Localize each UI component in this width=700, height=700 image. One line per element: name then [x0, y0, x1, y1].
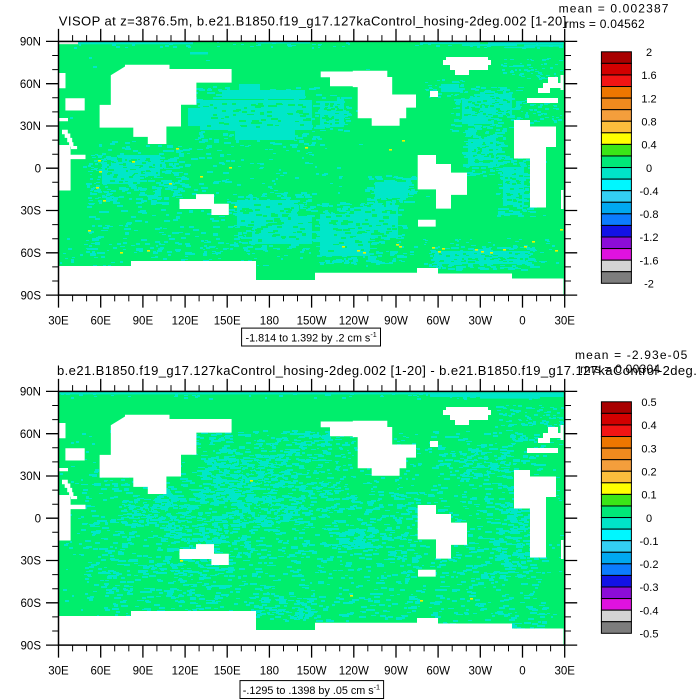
- svg-text:150W: 150W: [297, 315, 327, 327]
- svg-text:90S: 90S: [21, 640, 42, 652]
- svg-text:90S: 90S: [21, 290, 42, 302]
- svg-text:90N: 90N: [20, 37, 41, 49]
- svg-text:60E: 60E: [90, 665, 111, 677]
- svg-text:0: 0: [35, 163, 41, 175]
- svg-text:30E: 30E: [48, 665, 69, 677]
- svg-text:60W: 60W: [426, 315, 450, 327]
- svg-text:-1.814 to 1.392 by .2 cm s-1: -1.814 to 1.392 by .2 cm s-1: [246, 330, 377, 345]
- svg-text:-2: -2: [644, 279, 654, 291]
- svg-text:-0.4: -0.4: [640, 605, 659, 617]
- svg-text:0.3: 0.3: [641, 443, 656, 455]
- svg-text:30W: 30W: [468, 315, 492, 327]
- svg-text:1.2: 1.2: [641, 93, 656, 105]
- svg-text:60N: 60N: [20, 79, 41, 91]
- svg-text:-0.5: -0.5: [640, 629, 659, 641]
- svg-text:mean = -2.93e-05: mean = -2.93e-05: [575, 348, 688, 362]
- svg-text:rms = 0.00304: rms = 0.00304: [580, 362, 660, 376]
- svg-text:-.1295 to .1398 by .05 cm s-1: -.1295 to .1398 by .05 cm s-1: [243, 683, 380, 698]
- svg-text:1.6: 1.6: [641, 70, 656, 82]
- svg-text:150E: 150E: [214, 315, 241, 327]
- svg-text:30N: 30N: [20, 121, 41, 133]
- svg-text:-1.2: -1.2: [640, 232, 659, 244]
- svg-text:60N: 60N: [20, 429, 41, 441]
- svg-text:60S: 60S: [21, 598, 42, 610]
- svg-text:0: 0: [646, 163, 652, 175]
- svg-text:120E: 120E: [172, 315, 199, 327]
- svg-text:60E: 60E: [90, 315, 111, 327]
- svg-text:0.5: 0.5: [641, 397, 656, 409]
- svg-text:0: 0: [35, 514, 41, 526]
- svg-text:0.4: 0.4: [641, 420, 656, 432]
- svg-text:-1.6: -1.6: [640, 255, 659, 267]
- svg-text:2: 2: [646, 47, 652, 59]
- svg-text:-0.2: -0.2: [640, 559, 659, 571]
- svg-text:-0.1: -0.1: [640, 536, 659, 548]
- svg-text:0: 0: [519, 315, 525, 327]
- svg-text:30E: 30E: [554, 665, 575, 677]
- svg-text:b.e21.B1850.f19_g17.127kaContr: b.e21.B1850.f19_g17.127kaControl_hosing-…: [57, 363, 697, 378]
- svg-text:30S: 30S: [21, 206, 42, 218]
- svg-text:-0.8: -0.8: [640, 209, 659, 221]
- svg-text:0.8: 0.8: [641, 116, 656, 128]
- svg-text:180: 180: [260, 665, 279, 677]
- svg-text:90W: 90W: [384, 665, 408, 677]
- svg-text:30E: 30E: [48, 315, 69, 327]
- svg-text:30S: 30S: [21, 556, 42, 568]
- svg-text:0: 0: [646, 513, 652, 525]
- svg-text:90E: 90E: [133, 665, 154, 677]
- svg-text:30W: 30W: [468, 665, 492, 677]
- svg-text:0.4: 0.4: [641, 140, 656, 152]
- svg-text:60W: 60W: [426, 665, 450, 677]
- svg-text:mean = 0.002387: mean = 0.002387: [559, 1, 670, 15]
- svg-text:30N: 30N: [20, 471, 41, 483]
- svg-text:60S: 60S: [21, 248, 42, 260]
- svg-text:rms = 0.04562: rms = 0.04562: [565, 17, 645, 31]
- svg-text:150E: 150E: [214, 665, 241, 677]
- svg-text:0.2: 0.2: [641, 466, 656, 478]
- svg-text:VISOP at z=3876.5m, b.e21.B185: VISOP at z=3876.5m, b.e21.B1850.f19_g17.…: [59, 14, 567, 29]
- svg-text:-0.3: -0.3: [640, 582, 659, 594]
- svg-text:0: 0: [519, 665, 525, 677]
- svg-text:120E: 120E: [172, 665, 199, 677]
- svg-text:150W: 150W: [297, 665, 327, 677]
- svg-text:180: 180: [260, 315, 279, 327]
- svg-text:90N: 90N: [20, 387, 41, 399]
- svg-text:30E: 30E: [554, 315, 575, 327]
- svg-text:0.1: 0.1: [641, 490, 656, 502]
- svg-text:120W: 120W: [339, 665, 369, 677]
- svg-text:-0.4: -0.4: [640, 186, 659, 198]
- svg-text:120W: 120W: [339, 315, 369, 327]
- svg-text:90W: 90W: [384, 315, 408, 327]
- svg-text:90E: 90E: [133, 315, 154, 327]
